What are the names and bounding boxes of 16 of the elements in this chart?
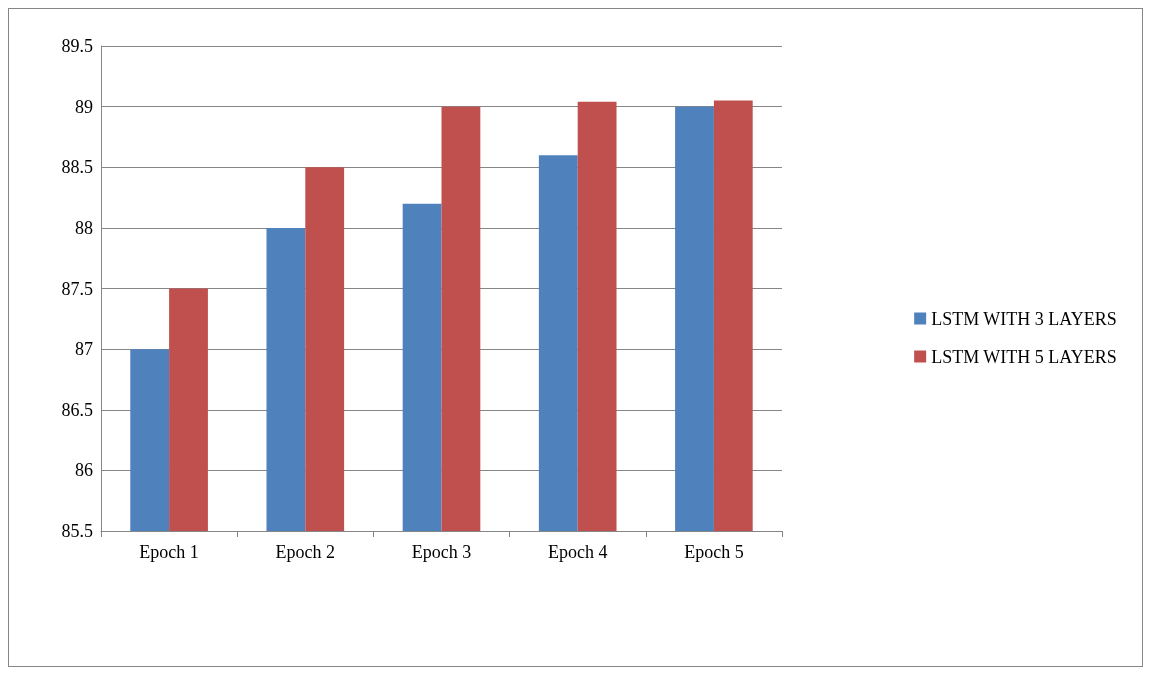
y-tick-label: 86.5 <box>61 399 93 420</box>
x-tick-label: Epoch 3 <box>411 542 472 562</box>
x-tick-label: Epoch 2 <box>275 542 336 562</box>
y-tick-label: 85.5 <box>61 521 93 541</box>
y-tick-label: 87 <box>75 339 93 360</box>
legend-label: LSTM WITH 5 LAYERS <box>931 346 1117 367</box>
y-tick-label: 89 <box>75 96 93 117</box>
x-tick-label: Epoch 1 <box>139 542 199 562</box>
y-tick-label: 87.5 <box>61 278 93 299</box>
y-tick-label: 89.5 <box>61 36 93 56</box>
legend-label: LSTM WITH 3 LAYERS <box>931 308 1117 329</box>
y-tick-label: 88.5 <box>61 157 93 178</box>
y-tick-label: 86 <box>75 460 93 481</box>
y-tick-label: 88 <box>75 217 93 238</box>
x-tick-label: Epoch 4 <box>547 542 608 562</box>
x-tick-label: Epoch 5 <box>684 542 744 562</box>
